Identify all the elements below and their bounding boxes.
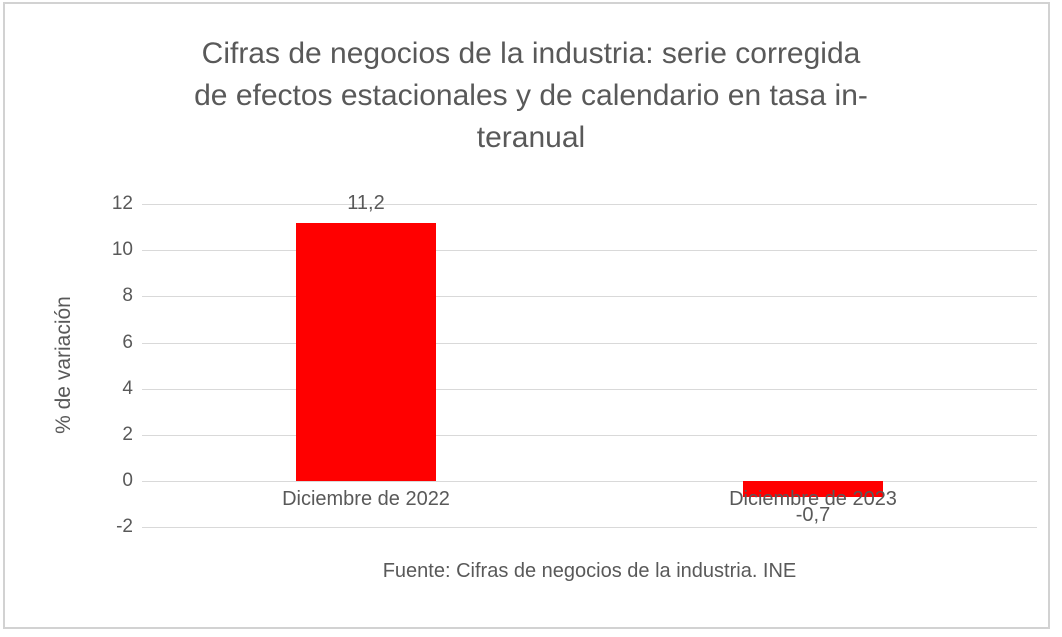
gridline — [142, 435, 1037, 436]
chart-title: Cifras de negocios de la industria: seri… — [194, 37, 868, 154]
data-label-2: -0,7 — [795, 504, 831, 526]
gridline — [142, 389, 1037, 390]
y-tick-label: 2 — [122, 424, 133, 445]
gridline — [142, 343, 1037, 344]
gridline — [142, 204, 1037, 205]
y-tick-label: 4 — [122, 378, 133, 399]
source-caption: Fuente: Cifras de negocios de la industr… — [382, 560, 797, 582]
category-label-2: Diciembre de 2023 — [729, 488, 897, 510]
y-tick-label: -2 — [116, 516, 133, 537]
y-tick-label: 10 — [111, 239, 133, 260]
y-tick-label: 12 — [111, 193, 133, 214]
gridline — [142, 481, 1037, 482]
gridline — [142, 296, 1037, 297]
y-tick-label: 6 — [122, 332, 133, 353]
data-label-1: 11,2 — [347, 192, 385, 214]
y-axis-title: % de variación — [52, 296, 75, 434]
y-tick-label: 0 — [122, 470, 133, 491]
gridline — [142, 527, 1037, 528]
bar-1 — [296, 223, 436, 481]
gridline — [142, 250, 1037, 251]
category-label-1: Diciembre de 2022 — [282, 488, 450, 510]
y-tick-label: 8 — [122, 285, 133, 306]
bar-2 — [743, 481, 883, 497]
